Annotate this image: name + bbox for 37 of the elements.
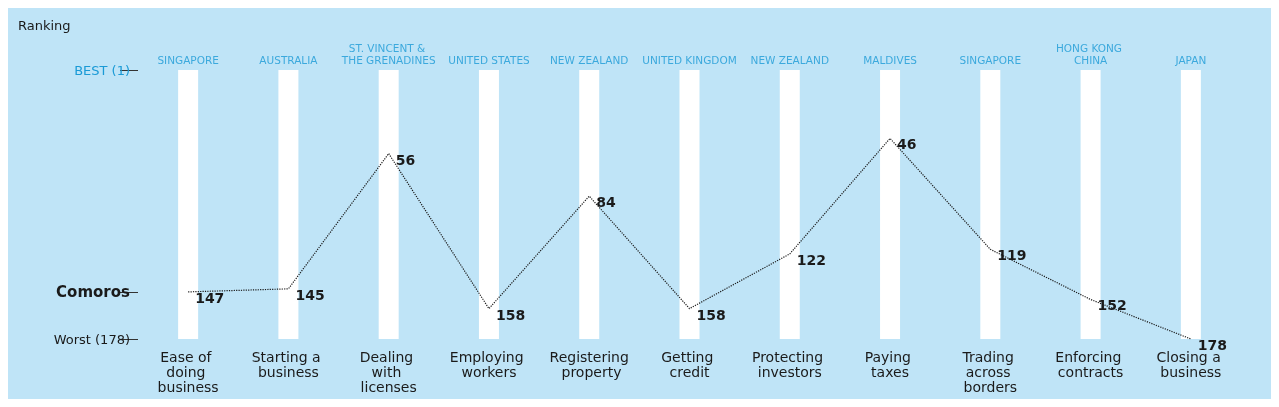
- x-tick-label: Registering property: [549, 348, 629, 380]
- text: HONG KONG CHINA: [1055, 42, 1126, 66]
- data-label: 84: [596, 194, 616, 211]
- text: ST. VINCENT & THE GRENADINES: [340, 42, 436, 66]
- x-tick-label: Starting a business: [251, 348, 326, 380]
- data-label: 46: [897, 136, 917, 153]
- x-tick-label: Paying taxes: [864, 348, 916, 380]
- data-label: 147: [195, 289, 225, 306]
- x-tick-label: Protecting investors: [751, 348, 828, 380]
- text: UNITED STATES: [448, 54, 531, 66]
- text: NEW ZEALAND: [750, 54, 829, 66]
- x-tick-label: Dealing with licenses: [359, 348, 418, 395]
- text: JAPAN: [1174, 54, 1207, 66]
- data-label: 56: [395, 151, 416, 168]
- y-axis-title: Ranking: [18, 18, 71, 33]
- text: NEW ZEALAND: [550, 54, 629, 66]
- x-tick-label: Employing workers: [449, 348, 529, 380]
- x-tick-label: Ease of doing business: [157, 348, 219, 395]
- text: SINGAPORE: [157, 54, 219, 66]
- data-label: 178: [1197, 337, 1228, 353]
- text: SINGAPORE: [959, 54, 1022, 66]
- y-tick-label: Worst (178): [53, 331, 130, 347]
- text: AUSTRALIA: [259, 54, 319, 66]
- text: UNITED KINGDOM: [642, 54, 737, 66]
- line-series: [187, 137, 1192, 340]
- y-tick-label: Comoros: [56, 282, 131, 301]
- data-label: 122: [796, 251, 827, 268]
- data-label: 145: [295, 286, 325, 303]
- data-label: 158: [495, 306, 526, 323]
- text: MALDIVES: [863, 54, 918, 66]
- x-tick-label: Trading across borders: [961, 348, 1019, 395]
- y-tick-label: BEST (1): [74, 62, 130, 78]
- data-label: 152: [1097, 297, 1127, 314]
- x-tick-label: Enforcing contracts: [1055, 348, 1126, 380]
- x-tick-label: Getting credit: [661, 348, 718, 380]
- data-label: 119: [997, 247, 1027, 264]
- data-label: 158: [696, 306, 726, 323]
